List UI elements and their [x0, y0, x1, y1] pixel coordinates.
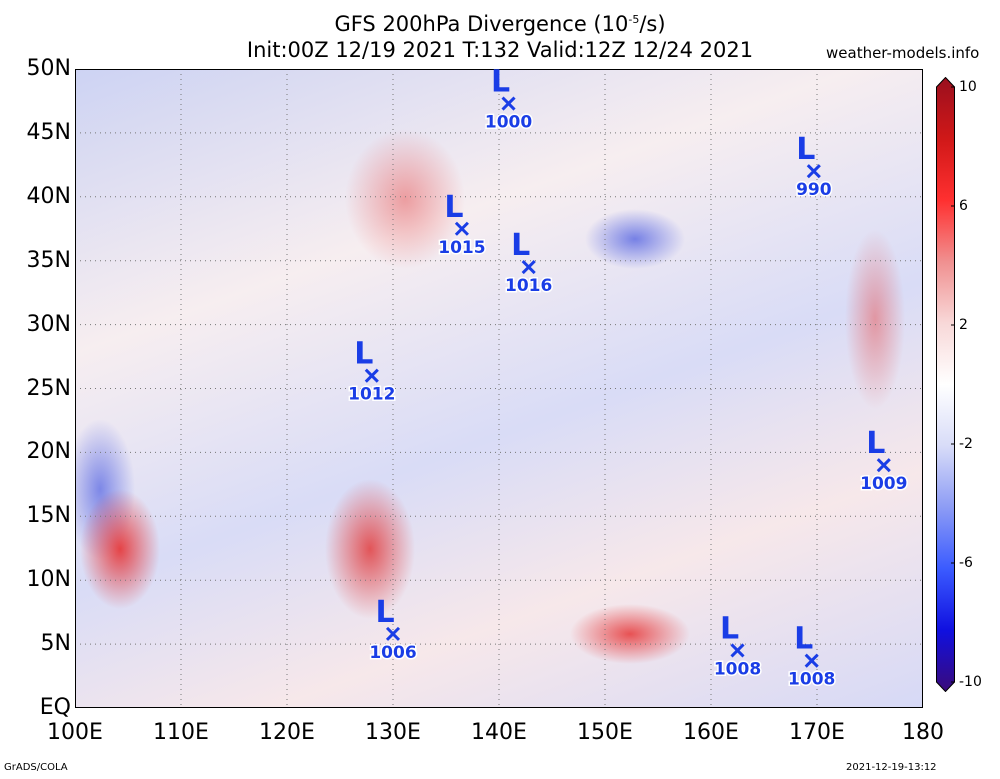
low-center-cross — [385, 626, 401, 641]
low-pressure-marker: L 1006 — [368, 595, 418, 665]
map-frame — [75, 69, 923, 708]
low-center-cross — [730, 643, 745, 658]
longitude-tick-label: 180 — [902, 720, 944, 745]
low-pressure-value: 990 — [796, 180, 832, 200]
color-scale-value: -10 — [959, 674, 982, 690]
longitude-tick-label: 140E — [471, 720, 527, 745]
latitude-tick-label: 40N — [26, 183, 71, 209]
low-center-cross — [364, 368, 379, 383]
longitude-tick-label: 150E — [577, 720, 633, 745]
low-pressure-marker: L 1009 — [859, 426, 909, 496]
color-scale-value: -6 — [959, 555, 973, 571]
low-center-cross — [454, 221, 469, 236]
low-pressure-marker: L 990 — [795, 132, 834, 202]
software-credit: GrADS/COLA — [4, 762, 68, 773]
map-title-line-2: Init:00Z 12/19 2021 T:132 Valid:12Z 12/2… — [246, 38, 754, 62]
low-center-cross — [876, 458, 891, 473]
latitude-tick-label: EQ — [39, 695, 71, 720]
low-letter: L — [354, 337, 373, 372]
latitude-tick-label: 25N — [26, 375, 71, 401]
low-letter: L — [794, 622, 813, 657]
low-center-cross — [806, 164, 821, 179]
render-timestamp: 2021-12-19-13:12 — [846, 762, 937, 773]
low-center-cross — [501, 96, 516, 111]
low-center-cross — [804, 653, 819, 668]
map-title-line-1: GFS 200hPa Divergence (10-5/s) — [334, 12, 666, 36]
divergence-map: L 1000 L 1015 L 1016 L 990 L 1012 L 1009 L 1006 L 1008 L… — [75, 69, 923, 708]
longitude-tick-label: 100E — [47, 720, 103, 745]
low-pressure-marker: L 1012 — [347, 337, 397, 407]
low-pressure-value: 1008 — [714, 659, 761, 679]
low-pressure-marker: L 1015 — [437, 190, 487, 260]
low-pressure-marker: L 1016 — [504, 228, 554, 298]
longitude-tick-label: 120E — [259, 720, 315, 745]
color-scale-value: 10 — [959, 79, 977, 95]
low-pressure-value: 1006 — [369, 643, 416, 663]
latitude-tick-label: 5N — [40, 631, 71, 657]
color-scale-value: -2 — [959, 436, 973, 452]
color-scale-fill — [936, 77, 955, 692]
low-letter: L — [511, 228, 530, 263]
low-letter: L — [375, 595, 394, 630]
low-pressure-value: 1009 — [860, 474, 907, 494]
low-pressure-value: 1012 — [348, 385, 395, 405]
latitude-tick-label: 50N — [26, 56, 71, 81]
low-center-cross — [521, 260, 536, 275]
low-pressure-marker: L 1000 — [483, 69, 533, 134]
low-letter: L — [796, 132, 815, 167]
low-pressure-marker: L 1008 — [712, 611, 762, 681]
latitude-tick-label: 35N — [26, 247, 71, 273]
color-scale-bar — [936, 77, 955, 692]
low-pressure-value: 1000 — [485, 113, 532, 133]
color-scale-value: 6 — [959, 198, 968, 214]
longitude-tick-label: 130E — [365, 720, 421, 745]
low-letter: L — [444, 190, 463, 225]
low-letter: L — [491, 69, 510, 100]
low-letter: L — [866, 426, 885, 461]
low-pressure-value: 1015 — [438, 238, 485, 258]
site-credit: weather-models.info — [826, 44, 980, 62]
latitude-tick-label: 20N — [26, 439, 71, 465]
latitude-tick-label: 15N — [26, 503, 71, 529]
low-pressure-value: 1008 — [788, 670, 835, 690]
longitude-tick-label: 170E — [789, 720, 845, 745]
longitude-tick-label: 160E — [683, 720, 739, 745]
low-pressure-value: 1016 — [505, 276, 552, 296]
longitude-tick-label: 110E — [153, 720, 209, 745]
low-letter: L — [720, 611, 739, 646]
latitude-tick-label: 30N — [26, 311, 71, 337]
color-scale-value: 2 — [959, 317, 968, 333]
low-pressure-marker: L 1008 — [787, 622, 837, 692]
latitude-tick-label: 45N — [26, 119, 71, 145]
latitude-tick-label: 10N — [26, 567, 71, 593]
